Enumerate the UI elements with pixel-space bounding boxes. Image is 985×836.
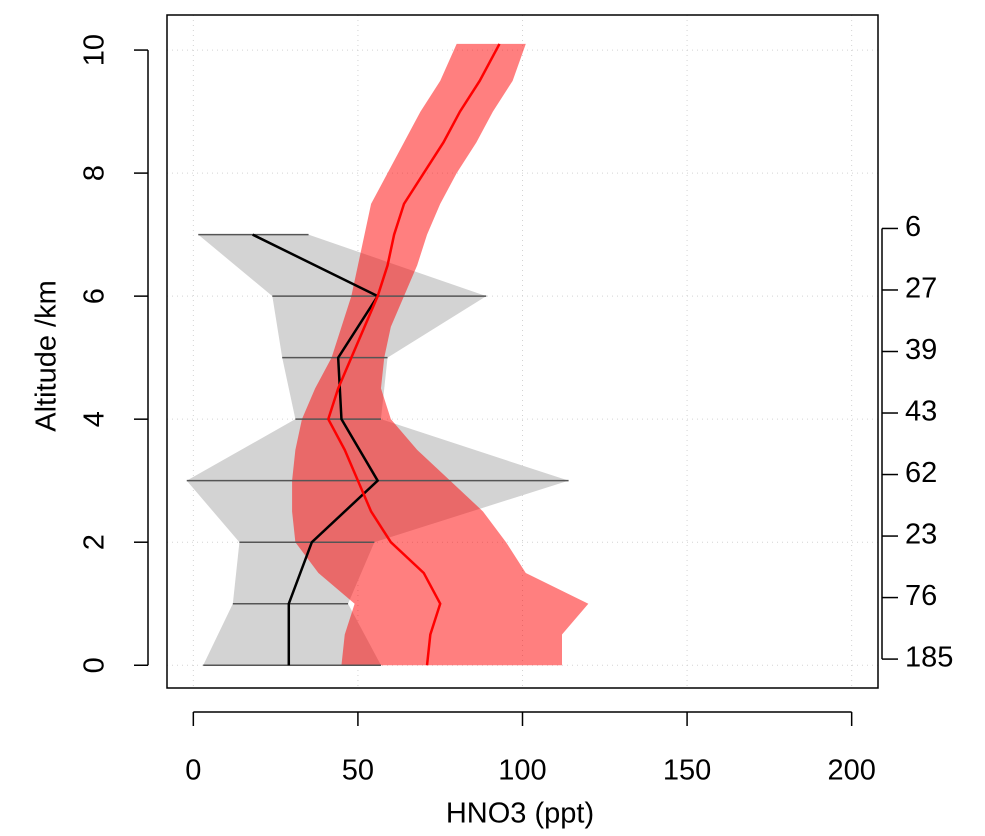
- x-tick-label: 200: [827, 755, 875, 787]
- right-tick-label: 27: [905, 273, 937, 305]
- x-tick-label: 50: [342, 755, 374, 787]
- y-tick-label: 4: [79, 411, 111, 427]
- right-tick-label: 23: [905, 519, 937, 551]
- right-tick-label: 6: [905, 211, 921, 243]
- right-tick-label: 39: [905, 334, 937, 366]
- x-tick-label: 100: [498, 755, 546, 787]
- range-band: [292, 43, 589, 666]
- y-tick-label: 10: [79, 34, 111, 66]
- profile-line: [252, 233, 380, 666]
- profile-line: [326, 43, 501, 666]
- right-tick-label: 76: [905, 580, 937, 612]
- y-tick-label: 6: [79, 288, 111, 304]
- y-axis-title: Altitude /km: [31, 280, 63, 432]
- x-tick-label: 0: [185, 755, 201, 787]
- x-axis-title: HNO3 (ppt): [446, 798, 594, 830]
- x-tick-label: 150: [663, 755, 711, 787]
- right-tick-label: 185: [905, 642, 953, 674]
- right-tick-label: 62: [905, 457, 937, 489]
- y-tick-label: 2: [79, 534, 111, 550]
- plot-box: [166, 14, 879, 689]
- y-tick-label: 8: [79, 165, 111, 181]
- right-tick-label: 43: [905, 396, 937, 428]
- y-tick-label: 0: [79, 657, 111, 673]
